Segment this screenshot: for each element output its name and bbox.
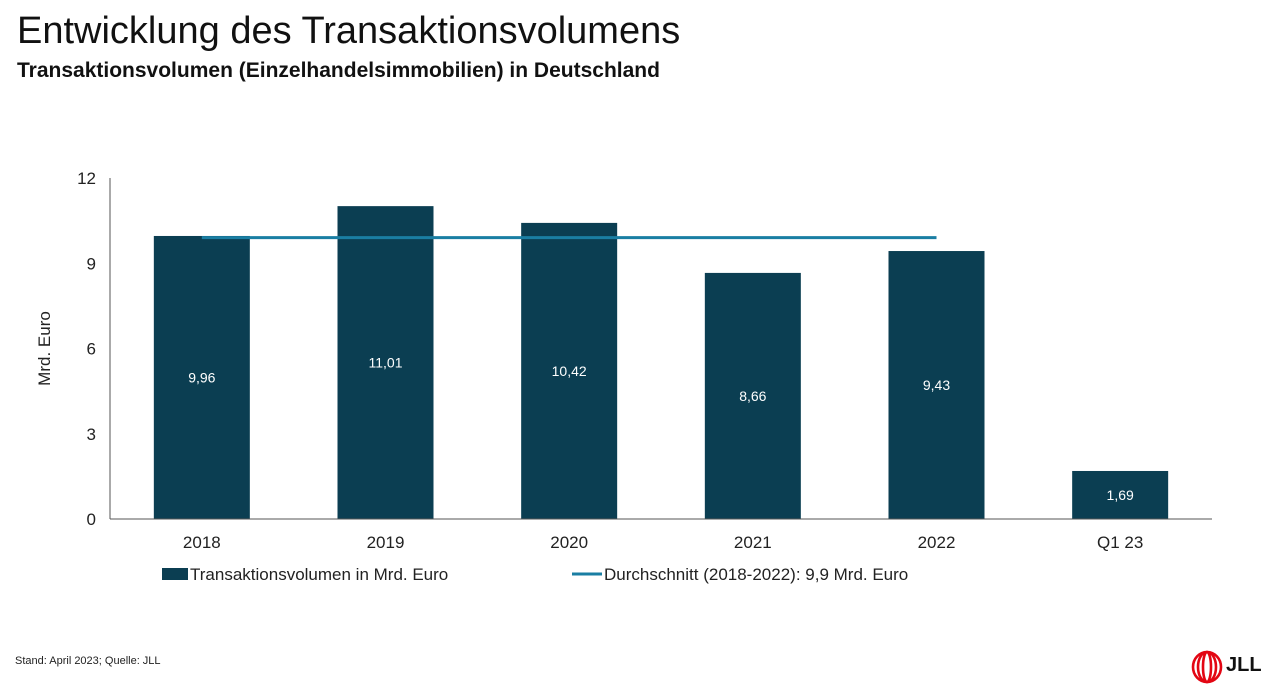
data-label: 8,66 bbox=[739, 388, 766, 404]
y-tick-label: 0 bbox=[87, 510, 96, 529]
legend-label-bars: Transaktionsvolumen in Mrd. Euro bbox=[190, 565, 448, 584]
bar-2018 bbox=[153, 235, 250, 519]
x-tick-label: Q1 23 bbox=[1097, 533, 1143, 552]
y-tick-label: 9 bbox=[87, 254, 96, 273]
bar-2019 bbox=[337, 206, 434, 519]
legend-label-average: Durchschnitt (2018-2022): 9,9 Mrd. Euro bbox=[604, 565, 908, 584]
data-label: 9,43 bbox=[923, 377, 950, 393]
bar-2021 bbox=[704, 272, 801, 519]
bar-Q1-23 bbox=[1072, 470, 1169, 519]
y-tick-label: 12 bbox=[77, 169, 96, 188]
bar-2020 bbox=[521, 222, 618, 520]
source-note: Stand: April 2023; Quelle: JLL bbox=[15, 655, 161, 667]
legend-swatch-bars bbox=[162, 568, 188, 580]
data-label: 11,01 bbox=[369, 355, 403, 371]
x-tick-label: 2020 bbox=[550, 533, 588, 552]
x-tick-label: 2019 bbox=[367, 533, 405, 552]
y-tick-label: 3 bbox=[87, 425, 96, 444]
chart-subtitle: Transaktionsvolumen (Einzelhandelsimmobi… bbox=[17, 59, 660, 82]
data-label: 10,42 bbox=[552, 363, 587, 379]
bar-2022 bbox=[888, 251, 985, 520]
chart-title: Entwicklung des Transaktionsvolumens bbox=[17, 10, 681, 52]
bar-chart: 0 3 6 9 12 Mrd. Euro 2018 2019 2020 2021 2022 Q1 23… bbox=[35, 169, 1212, 584]
logo-wordmark: JLL bbox=[1226, 654, 1262, 676]
x-tick-label: 2022 bbox=[918, 533, 956, 552]
y-tick-label: 6 bbox=[87, 340, 96, 359]
data-label: 9,96 bbox=[188, 369, 215, 385]
y-axis-label: Mrd. Euro bbox=[35, 311, 54, 386]
x-tick-label: 2018 bbox=[183, 533, 221, 552]
data-label: 1,69 bbox=[1107, 487, 1134, 503]
jll-logo-icon bbox=[1191, 650, 1223, 684]
x-tick-label: 2021 bbox=[734, 533, 772, 552]
